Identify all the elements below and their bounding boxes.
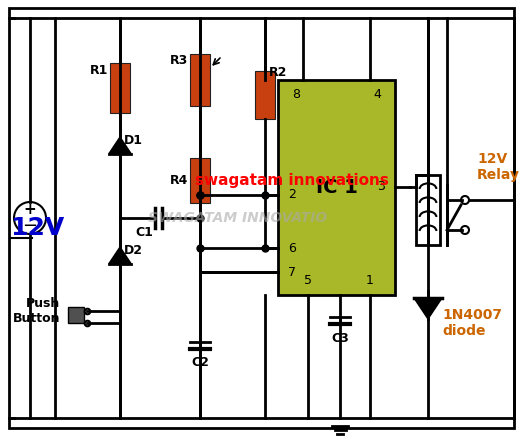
Bar (278, 80, 395, 295)
Text: 1N4007
diode: 1N4007 diode (442, 308, 502, 338)
Bar (110, 63, 130, 113)
Bar (190, 157, 210, 202)
Text: D1: D1 (124, 133, 143, 146)
Text: IC 1: IC 1 (315, 178, 357, 197)
Text: 12V
Relay: 12V Relay (477, 152, 520, 182)
Bar (255, 71, 275, 119)
Text: D2: D2 (124, 243, 143, 257)
Text: 7: 7 (288, 266, 296, 278)
Text: R1: R1 (89, 63, 108, 76)
Text: 5: 5 (304, 274, 312, 288)
Text: 2: 2 (288, 188, 296, 201)
Text: C1: C1 (135, 225, 153, 239)
Bar (190, 54, 210, 106)
Text: R4: R4 (169, 173, 188, 187)
Text: 8: 8 (292, 87, 300, 101)
Text: SWAGATAM INNOVATIO: SWAGATAM INNOVATIO (148, 211, 327, 225)
Polygon shape (109, 247, 131, 264)
Text: −: − (22, 217, 38, 235)
Text: 6: 6 (288, 242, 296, 254)
Text: R3: R3 (170, 53, 188, 66)
Text: C3: C3 (331, 332, 349, 344)
Polygon shape (414, 298, 442, 319)
Text: 3: 3 (377, 180, 385, 194)
Text: 4: 4 (373, 87, 381, 101)
Text: R2: R2 (269, 66, 287, 80)
Text: 12V: 12V (10, 216, 64, 240)
Bar (416, 175, 440, 245)
Text: Push
Button: Push Button (13, 297, 60, 325)
Text: swagatam innovations: swagatam innovations (195, 173, 389, 187)
Text: +: + (24, 202, 37, 218)
Bar (68, 307, 84, 323)
Text: 1: 1 (366, 274, 374, 288)
Text: C2: C2 (191, 357, 209, 370)
Polygon shape (109, 137, 131, 153)
